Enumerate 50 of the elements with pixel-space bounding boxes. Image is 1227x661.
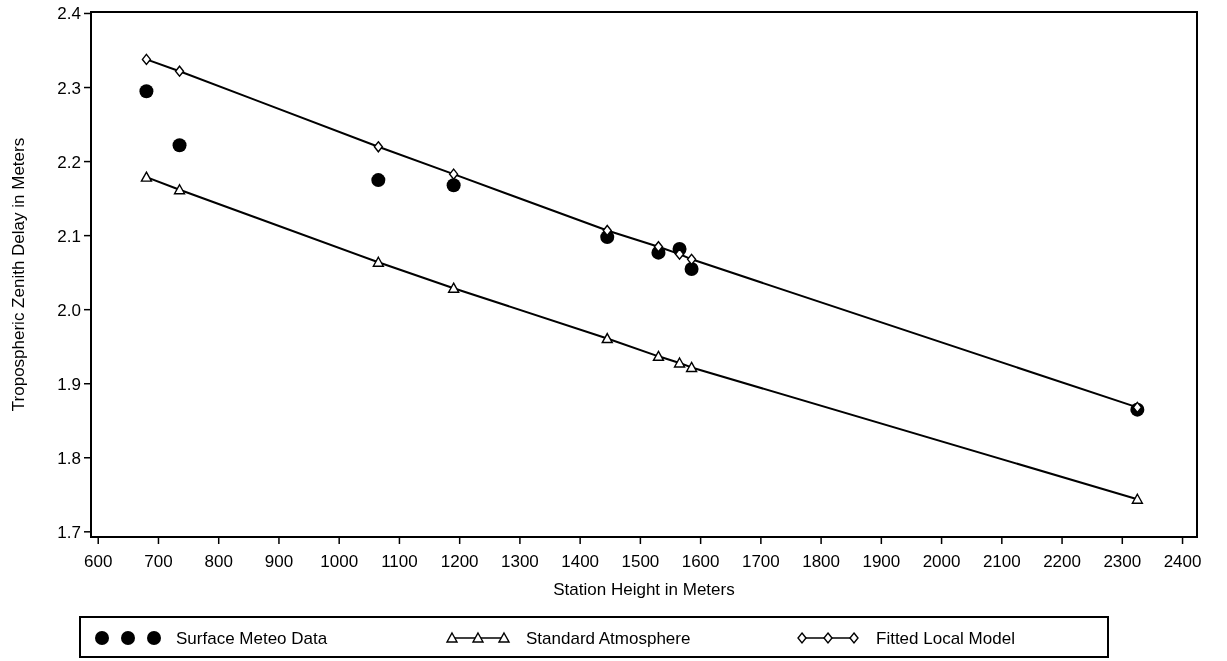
x-tick-label: 2100	[982, 552, 1021, 571]
y-tick-label: 1.7	[57, 522, 81, 542]
x-tick-label: 1500	[621, 552, 660, 571]
x-tick-label: 1200	[440, 552, 479, 571]
point	[685, 361, 698, 373]
x-tick-label: 1700	[741, 552, 780, 571]
point	[448, 168, 459, 180]
point	[173, 184, 186, 195]
point	[601, 332, 613, 344]
point	[174, 65, 185, 77]
y-tick-label: 1.9	[57, 374, 81, 394]
legend-label: Fitted Local Model	[876, 629, 1015, 648]
x-tick-label: 1600	[681, 552, 720, 571]
point	[673, 357, 686, 368]
point	[141, 53, 152, 66]
x-tick-label: 2400	[1163, 552, 1202, 571]
x-tick-label: 1300	[500, 552, 539, 571]
y-tick-label: 2.1	[57, 226, 81, 246]
y-tick-label: 2.2	[57, 152, 81, 172]
x-tick-label: 800	[204, 552, 233, 571]
x-tick-label: 1100	[381, 552, 418, 571]
point	[447, 282, 460, 293]
y-tick-label: 2.4	[57, 4, 81, 24]
point	[140, 171, 153, 182]
x-tick-label: 2000	[922, 552, 961, 571]
x-tick-label: 700	[144, 552, 173, 571]
point	[1131, 493, 1144, 504]
point	[139, 84, 154, 99]
point	[652, 350, 665, 362]
legend-label: Standard Atmosphere	[526, 629, 691, 648]
point	[172, 138, 187, 153]
x-tick-label: 1800	[802, 552, 841, 571]
x-axis-title: Station Height in Meters	[553, 580, 735, 599]
y-tick-label: 1.8	[57, 448, 81, 468]
x-tick-label: 600	[84, 552, 113, 571]
y-tick-label: 2.3	[57, 78, 81, 98]
legend-label: Surface Meteo Data	[176, 629, 328, 648]
x-tick-label: 2200	[1043, 552, 1081, 571]
x-tick-label: 1900	[862, 552, 901, 571]
x-tick-label: 900	[264, 552, 294, 571]
y-axis-title: Tropospheric Zenith Delay in Meters	[9, 137, 28, 412]
x-tick-label: 2300	[1103, 552, 1142, 571]
x-tick-label: 1400	[561, 552, 600, 571]
x-tick-label: 1000	[320, 552, 359, 571]
y-tick-label: 2.0	[57, 300, 81, 320]
point	[372, 256, 385, 267]
point	[373, 141, 384, 153]
point	[684, 261, 699, 276]
point	[446, 178, 461, 193]
point	[371, 173, 386, 188]
